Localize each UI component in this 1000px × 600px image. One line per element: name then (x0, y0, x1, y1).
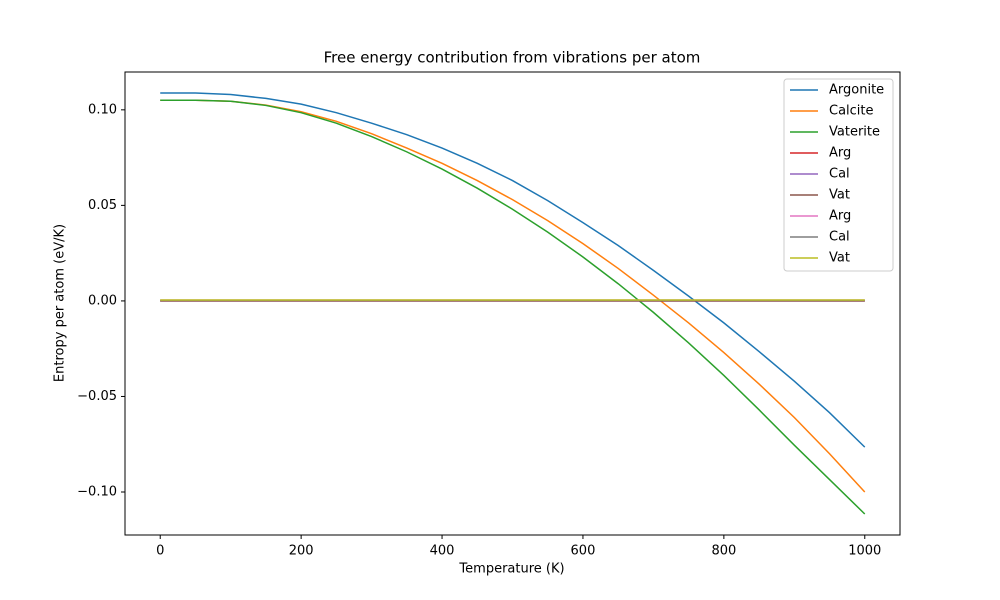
y-tick-label: −0.10 (77, 485, 117, 500)
y-tick-label: 0.00 (88, 293, 117, 308)
y-tick-label: −0.05 (77, 389, 117, 404)
x-tick-label: 600 (571, 544, 596, 559)
x-tick-label: 800 (711, 544, 736, 559)
legend-label: Argonite (829, 83, 884, 98)
series-line (160, 99, 866, 515)
legend-label: Vat (829, 251, 850, 266)
series-line (160, 92, 866, 448)
x-axis-label: Temperature (K) (458, 562, 564, 577)
legend-label: Arg (829, 209, 851, 224)
legend-label: Arg (829, 146, 851, 161)
legend-label: Vat (829, 188, 850, 203)
x-tick-label: 400 (430, 544, 455, 559)
chart-title: Free energy contribution from vibrations… (324, 49, 701, 67)
legend-label: Cal (829, 167, 850, 182)
x-tick-label: 0 (156, 544, 164, 559)
x-tick-label: 200 (289, 544, 314, 559)
plot-frame (124, 71, 901, 536)
y-tick-label: 0.10 (88, 102, 117, 117)
legend: Argonite Calcite Vaterite Arg Cal Vat Arg Cal Va… (783, 78, 894, 272)
y-axis-label: Entropy per atom (eV/K) (53, 224, 68, 382)
series-line (160, 99, 866, 493)
legend-label: Cal (829, 230, 850, 245)
y-tick-label: 0.05 (88, 198, 117, 213)
x-tick-label: 1000 (848, 544, 881, 559)
legend-label: Calcite (829, 104, 874, 119)
legend-label: Vaterite (829, 125, 880, 140)
legend-box (783, 78, 894, 272)
